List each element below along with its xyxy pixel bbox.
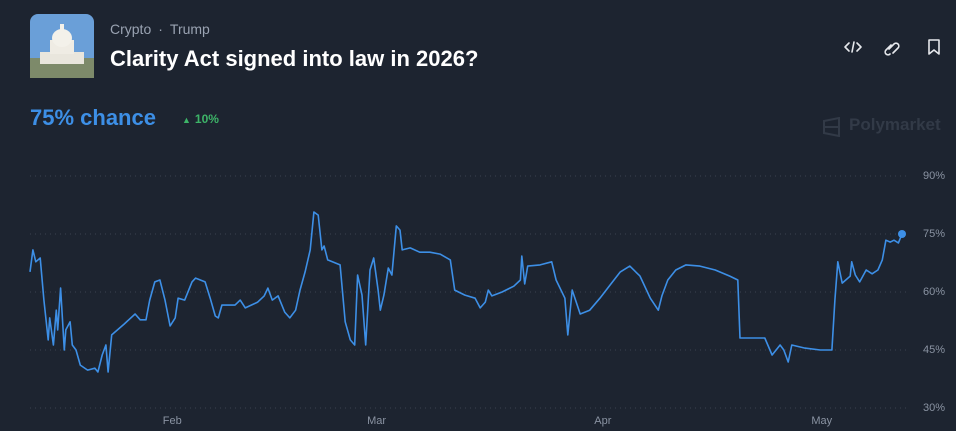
chance: 75% chance [30,105,156,130]
line [29,211,903,373]
breadcrumb: CryptoTrump [110,21,210,37]
link-button[interactable] [884,42,900,56]
watermark: Polymarket [849,115,941,134]
change: 10% [182,112,219,126]
y-tick-label: 45% [923,344,945,356]
watermark-logo [823,117,840,137]
actions [844,39,940,56]
y-tick-label: 30% [923,402,945,414]
last-point [898,230,906,238]
x-tick-label: Apr [594,415,611,427]
x-tick-label: Feb [163,415,182,427]
category[interactable]: Trump [151,21,210,37]
embed-button[interactable] [844,41,862,53]
category[interactable]: Crypto [110,21,152,37]
x-tick-label: May [811,415,832,427]
y-tick-label: 60% [923,286,945,298]
x-tick-label: Mar [367,415,386,427]
market-title: Clarity Act signed into law in 2026? [110,46,479,71]
y-tick-label: 75% [923,228,945,240]
bookmark-button[interactable] [928,39,940,55]
y-tick-label: 90% [923,170,945,182]
market-image [30,14,94,78]
